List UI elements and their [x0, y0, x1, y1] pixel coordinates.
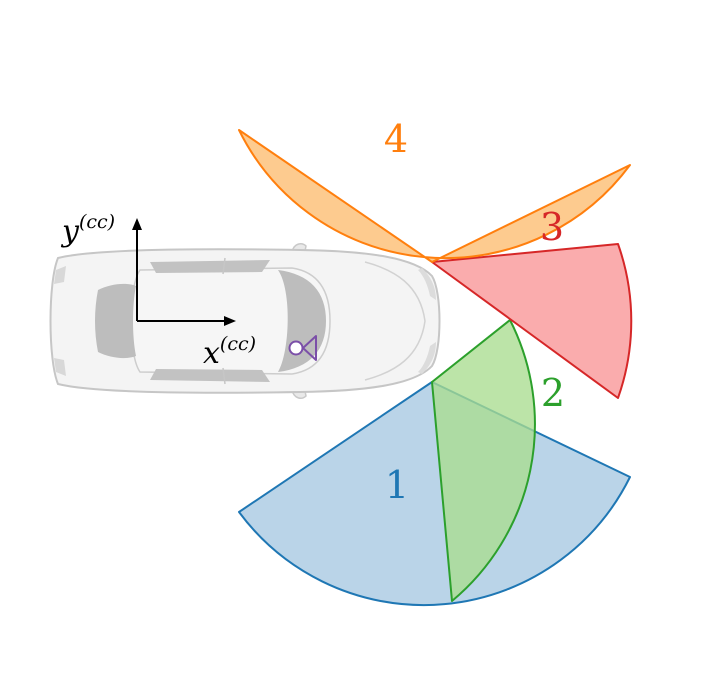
camera-sensor-icon [288, 335, 317, 361]
y-axis-label: y(cc) [60, 211, 115, 249]
car-top-view-icon [49, 243, 441, 399]
sector-2 [431, 319, 536, 602]
sector-label-2: 2 [541, 371, 565, 415]
sector-4 [238, 129, 631, 263]
sector-label-3: 3 [540, 205, 564, 249]
x-axis-label: x(cc) [203, 333, 256, 371]
coverage-sectors: 1 2 3 4 [238, 117, 633, 607]
y-axis-arrowhead [132, 218, 142, 230]
sector-label-4: 4 [384, 117, 408, 161]
x-axis-arrowhead [224, 316, 236, 326]
sector-3 [431, 243, 633, 399]
vehicle-coordinate-axes: y(cc) x(cc) [60, 211, 256, 371]
sector-label-1: 1 [385, 463, 409, 507]
